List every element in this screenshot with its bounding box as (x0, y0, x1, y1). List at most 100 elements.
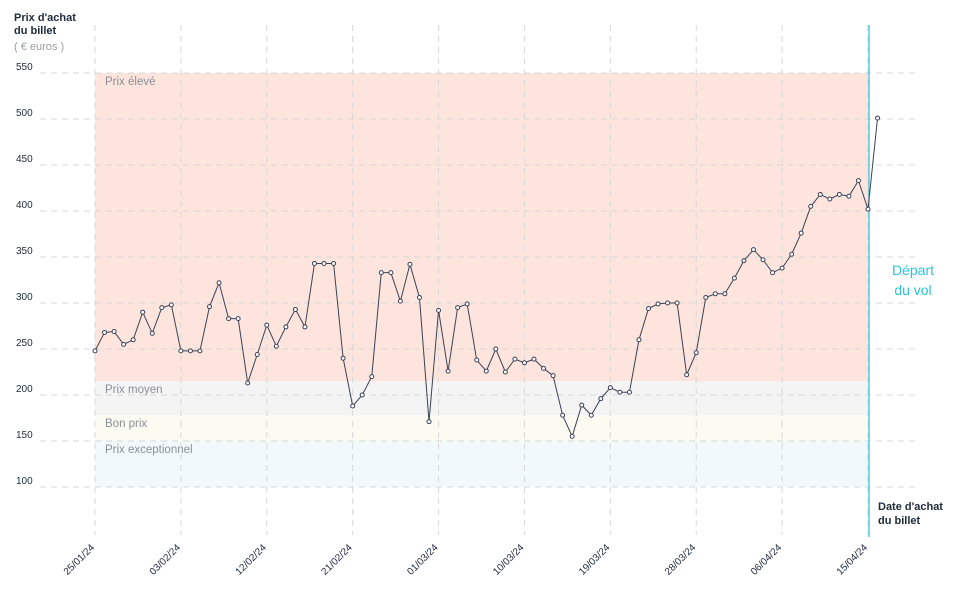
price-point (569, 433, 575, 439)
price-point (703, 294, 709, 300)
price-band (95, 415, 869, 441)
price-point (665, 300, 671, 306)
price-point (741, 258, 747, 264)
band-label: Prix élevé (105, 76, 156, 88)
price-point (579, 402, 585, 408)
band-label: Prix exceptionnel (105, 444, 193, 456)
price-point (264, 322, 270, 328)
price-point (731, 275, 737, 281)
price-point (378, 270, 384, 276)
price-point (493, 346, 499, 352)
price-point (388, 270, 394, 276)
price-point (760, 257, 766, 263)
x-axis-title: du billet (878, 515, 921, 527)
price-point (178, 348, 184, 354)
price-point (712, 291, 718, 297)
price-point (436, 307, 442, 313)
price-point (693, 350, 699, 356)
price-point (102, 329, 108, 335)
y-axis-title: Prix d'achat (14, 12, 76, 24)
x-tick-label: 01/03/24 (405, 542, 441, 578)
departure-label: du vol (894, 282, 931, 298)
price-point (588, 412, 594, 418)
price-point (273, 343, 279, 349)
y-tick-label: 400 (16, 200, 33, 211)
price-point (865, 206, 871, 212)
y-tick-label: 250 (16, 338, 33, 349)
price-point (722, 291, 728, 297)
y-tick-label: 500 (16, 108, 33, 119)
x-tick-label: 25/01/24 (62, 542, 98, 578)
price-point (226, 316, 232, 322)
price-point (636, 337, 642, 343)
price-point (159, 305, 165, 311)
x-tick-label: 10/03/24 (491, 542, 527, 578)
price-point (789, 251, 795, 257)
price-band (95, 441, 869, 487)
price-point (350, 403, 356, 409)
price-point (283, 324, 289, 330)
price-point (245, 380, 251, 386)
price-point (655, 301, 661, 307)
price-point (674, 300, 680, 306)
price-point (340, 355, 346, 361)
x-tick-label: 12/02/24 (234, 542, 270, 578)
band-label: Prix moyen (105, 384, 163, 396)
price-point (750, 247, 756, 253)
price-point (331, 260, 337, 266)
x-tick-label: 06/04/24 (749, 542, 785, 578)
price-point (855, 178, 861, 184)
x-tick-label: 28/03/24 (663, 542, 699, 578)
price-point (207, 304, 213, 310)
price-point (254, 352, 260, 358)
price-point (617, 389, 623, 395)
price-point (808, 203, 814, 209)
price-point (369, 374, 375, 380)
price-point (817, 191, 823, 197)
price-point (875, 115, 881, 121)
price-band (95, 381, 869, 416)
departure-label: Départ (892, 262, 934, 278)
price-point (140, 309, 146, 315)
price-point (550, 373, 556, 379)
price-point (770, 270, 776, 276)
y-axis-title: du billet (14, 25, 57, 37)
price-point (626, 389, 632, 395)
y-tick-label: 550 (16, 62, 33, 73)
price-point (426, 419, 432, 425)
price-point (216, 280, 222, 286)
price-point (445, 368, 451, 374)
y-tick-label: 350 (16, 246, 33, 257)
price-point (684, 372, 690, 378)
price-point (502, 369, 508, 375)
price-point (464, 301, 470, 307)
price-point (130, 337, 136, 343)
price-point (187, 348, 193, 354)
price-point (598, 396, 604, 402)
price-point (397, 298, 403, 304)
price-point (111, 329, 117, 335)
price-point (846, 193, 852, 199)
price-point (292, 306, 298, 312)
price-point (541, 365, 547, 371)
price-point (531, 356, 537, 362)
price-point (302, 324, 308, 330)
price-point (512, 356, 518, 362)
price-point (646, 306, 652, 312)
price-point (607, 385, 613, 391)
price-point (827, 196, 833, 202)
price-point (321, 260, 327, 266)
price-point (474, 357, 480, 363)
y-tick-label: 450 (16, 154, 33, 165)
price-point (311, 260, 317, 266)
x-tick-label: 21/02/24 (319, 542, 355, 578)
price-point (798, 230, 804, 236)
price-point (92, 348, 98, 354)
price-point (168, 302, 174, 308)
x-tick-label: 19/03/24 (577, 542, 613, 578)
y-tick-label: 300 (16, 292, 33, 303)
price-point (235, 316, 241, 322)
band-label: Bon prix (105, 418, 147, 430)
price-point (407, 261, 413, 267)
price-point (521, 360, 527, 366)
